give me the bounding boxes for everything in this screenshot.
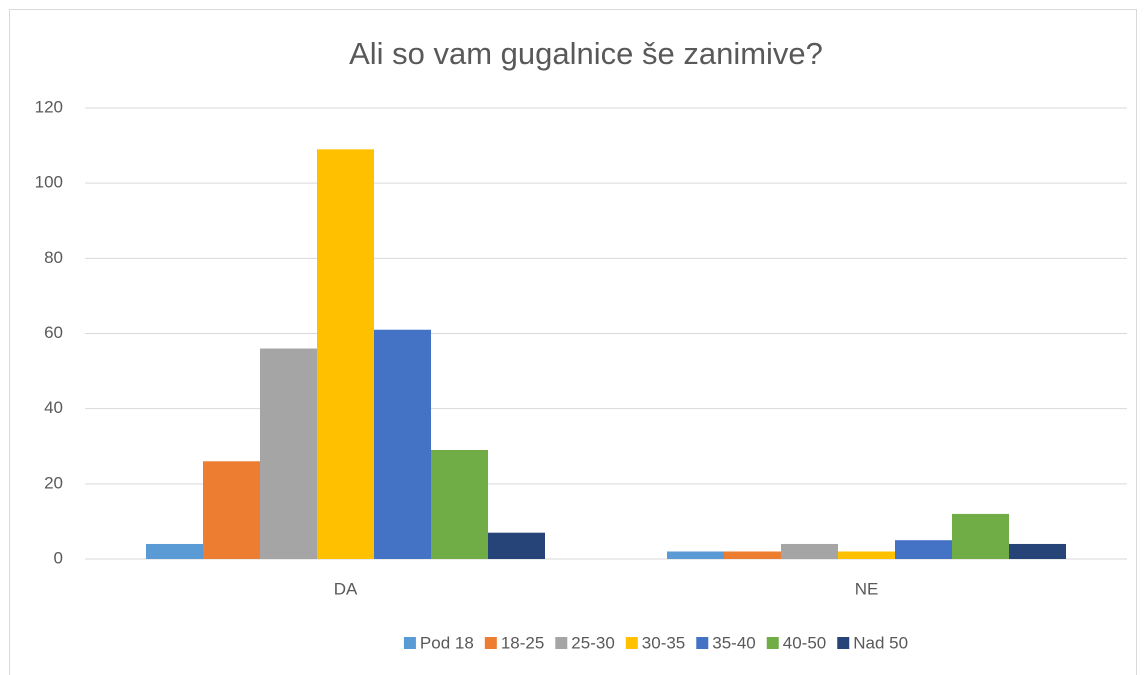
bar — [781, 543, 838, 559]
y-tick-label: 100 — [35, 173, 63, 192]
legend-label: 30-35 — [642, 633, 685, 652]
legend-swatch — [555, 637, 568, 649]
legend-label: Nad 50 — [853, 633, 908, 652]
y-tick-label: 20 — [44, 473, 63, 492]
legend-label: Pod 18 — [420, 633, 474, 652]
bar — [952, 513, 1009, 559]
bar — [260, 348, 317, 559]
bar — [431, 450, 488, 559]
y-tick-label: 80 — [44, 248, 63, 267]
x-tick-label: NE — [855, 579, 879, 598]
y-tick-label: 0 — [54, 548, 63, 567]
legend-label: 18-25 — [501, 633, 544, 652]
bar — [488, 532, 545, 559]
legend-label: 40-50 — [783, 633, 826, 652]
chart-border — [9, 9, 1137, 675]
bar — [724, 551, 781, 559]
legend-swatch — [766, 637, 779, 649]
y-tick-label: 60 — [44, 323, 63, 342]
bar — [895, 540, 952, 559]
bar — [317, 149, 374, 559]
legend-label: 35-40 — [712, 633, 755, 652]
chart-title: Ali so vam gugalnice še zanimive? — [349, 36, 823, 71]
y-tick-label: 40 — [44, 398, 63, 417]
legend-swatch — [696, 637, 709, 649]
bar — [1009, 543, 1066, 559]
legend-swatch — [484, 637, 497, 649]
legend-swatch — [625, 637, 638, 649]
bar — [838, 551, 895, 559]
legend-swatch — [837, 637, 850, 649]
legend-label: 25-30 — [571, 633, 614, 652]
bar — [667, 551, 724, 559]
bar — [203, 461, 260, 559]
bar — [374, 329, 431, 559]
x-tick-label: DA — [334, 579, 358, 598]
legend-swatch — [403, 637, 416, 649]
bar — [146, 543, 203, 559]
y-tick-label: 120 — [35, 97, 63, 116]
